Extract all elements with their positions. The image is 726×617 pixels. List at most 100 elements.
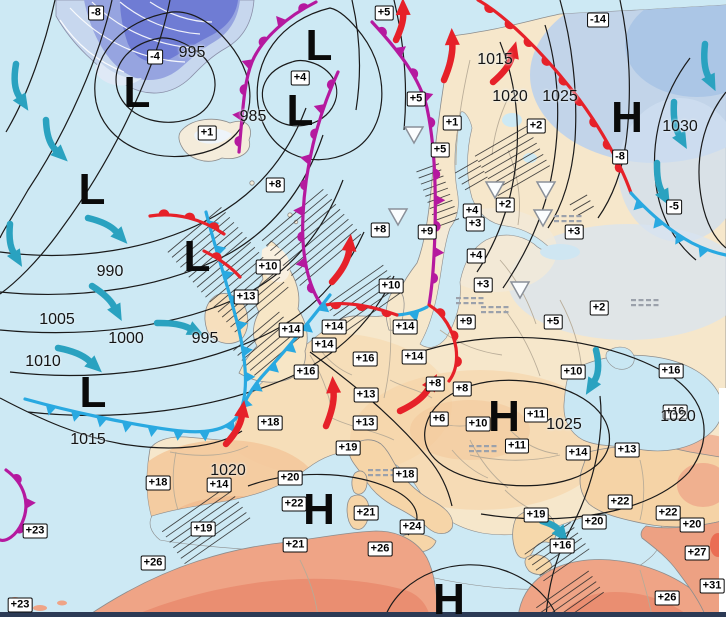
cold-front-triangle-icon [224,421,235,433]
cold-front-triangle-icon [293,205,304,217]
warm-front-bump-icon [523,37,533,48]
cold-front-triangle-icon [267,361,279,373]
cold-front-triangle-icon [633,199,645,211]
cold-front-triangle-icon [299,153,311,165]
warm-front-bump-icon [208,222,220,231]
front-cold [629,191,726,257]
isobar-line [698,91,726,249]
warm-front-bump-icon [455,356,462,368]
warm-front-bump-icon [432,272,439,284]
warm-front-bump-icon [589,117,598,128]
warm-front-bump-icon [434,220,441,232]
warm-air-arrow-icon [440,28,460,84]
cold-front-triangle-icon [242,345,253,357]
warm-front-bump-icon [258,36,268,47]
cold-front-triangle-icon [394,46,406,57]
isobar-line [94,11,251,158]
wind-arrows [6,0,716,543]
shower-triangle-icon [532,209,554,228]
front-cold [241,293,332,409]
isobar-line [261,59,338,127]
cold-front-triangle-icon [241,59,253,70]
warm-front-bump-icon [558,75,568,86]
warm-front-bump-icon [504,20,515,30]
warm-front-bump-icon [409,68,419,79]
warm-front-bump-icon [436,308,446,318]
cold-front-triangle-icon [276,16,287,28]
isobar-line [0,134,324,295]
cold-front-triangle-icon [121,421,133,433]
warm-front-bump-icon [12,474,22,484]
cold-air-arrow-icon [54,344,102,373]
cold-air-arrow-icon [11,60,29,111]
cold-air-arrow-icon [88,282,122,322]
isobar-line [351,0,361,111]
cold-front-triangle-icon [675,233,686,245]
cold-front-triangle-icon [222,270,234,281]
isobar-line [256,7,383,161]
cold-air-arrow-icon [6,220,23,267]
front-occluded [0,468,28,542]
hatch-area [261,188,362,286]
isobar-line [597,0,630,219]
hatch-area [474,125,550,197]
isobar-line [309,351,453,507]
cold-front-triangle-icon [698,246,709,258]
isobar-line [545,395,602,617]
isobar-line [384,564,558,617]
cold-front-triangle-icon [313,103,325,115]
warm-front-bump-icon [451,330,459,342]
cold-front-triangle-icon [25,497,36,509]
front-warm [148,213,226,236]
black-sea [563,346,723,452]
hatch-area [161,485,251,565]
hatch-area [455,159,488,191]
isobar-line [5,0,56,133]
weather-fronts [0,0,726,542]
warm-front-bump-icon [428,117,436,128]
shower-triangle-icon [484,181,506,200]
cold-front-triangle-icon [232,110,243,121]
front-warm [427,303,459,383]
shower-triangle-icon [509,281,531,300]
warm-air-arrow-icon [222,400,250,448]
cold-front-triangle-icon [317,301,330,313]
warm-front-bump-icon [614,162,623,173]
isobar-line [27,275,395,417]
drizzle-icon [456,297,484,305]
cold-front-triangle-icon [285,342,297,353]
warm-front-bump-icon [184,212,196,220]
warm-front-bump-icon [541,56,551,66]
cold-front-triangle-icon [295,257,307,269]
warm-air-arrow-icon [328,234,357,286]
warm-front-bump-icon [298,3,309,12]
cold-front-triangle-icon [71,410,82,422]
cold-front-triangle-icon [173,430,185,441]
shower-triangle-icon [403,126,425,145]
warm-front-bump-icon [306,282,315,294]
cold-front-triangle-icon [408,310,420,322]
cold-front-triangle-icon [433,246,445,258]
cold-air-arrow-icon [42,116,68,162]
warm-front-bump-icon [326,79,335,90]
isobar-line [0,397,243,449]
cold-front-triangle-icon [199,430,211,442]
warm-front-bump-icon [234,135,241,147]
cold-front-triangle-icon [245,371,256,383]
warm-front-bump-icon [239,84,246,96]
weather-symbols [368,126,659,477]
cold-air-arrow-icon [670,98,687,149]
shower-triangle-icon [387,208,409,227]
cold-air-arrow-icon [153,319,205,336]
front-cold [395,305,429,317]
hatch-area [569,194,594,217]
front-warm [202,249,242,279]
front-occluded [301,70,340,308]
warm-front-bump-icon [484,4,495,14]
cold-front-triangle-icon [236,320,248,331]
warm-air-arrow-icon [322,376,342,430]
warm-front-bump-icon [602,139,611,150]
